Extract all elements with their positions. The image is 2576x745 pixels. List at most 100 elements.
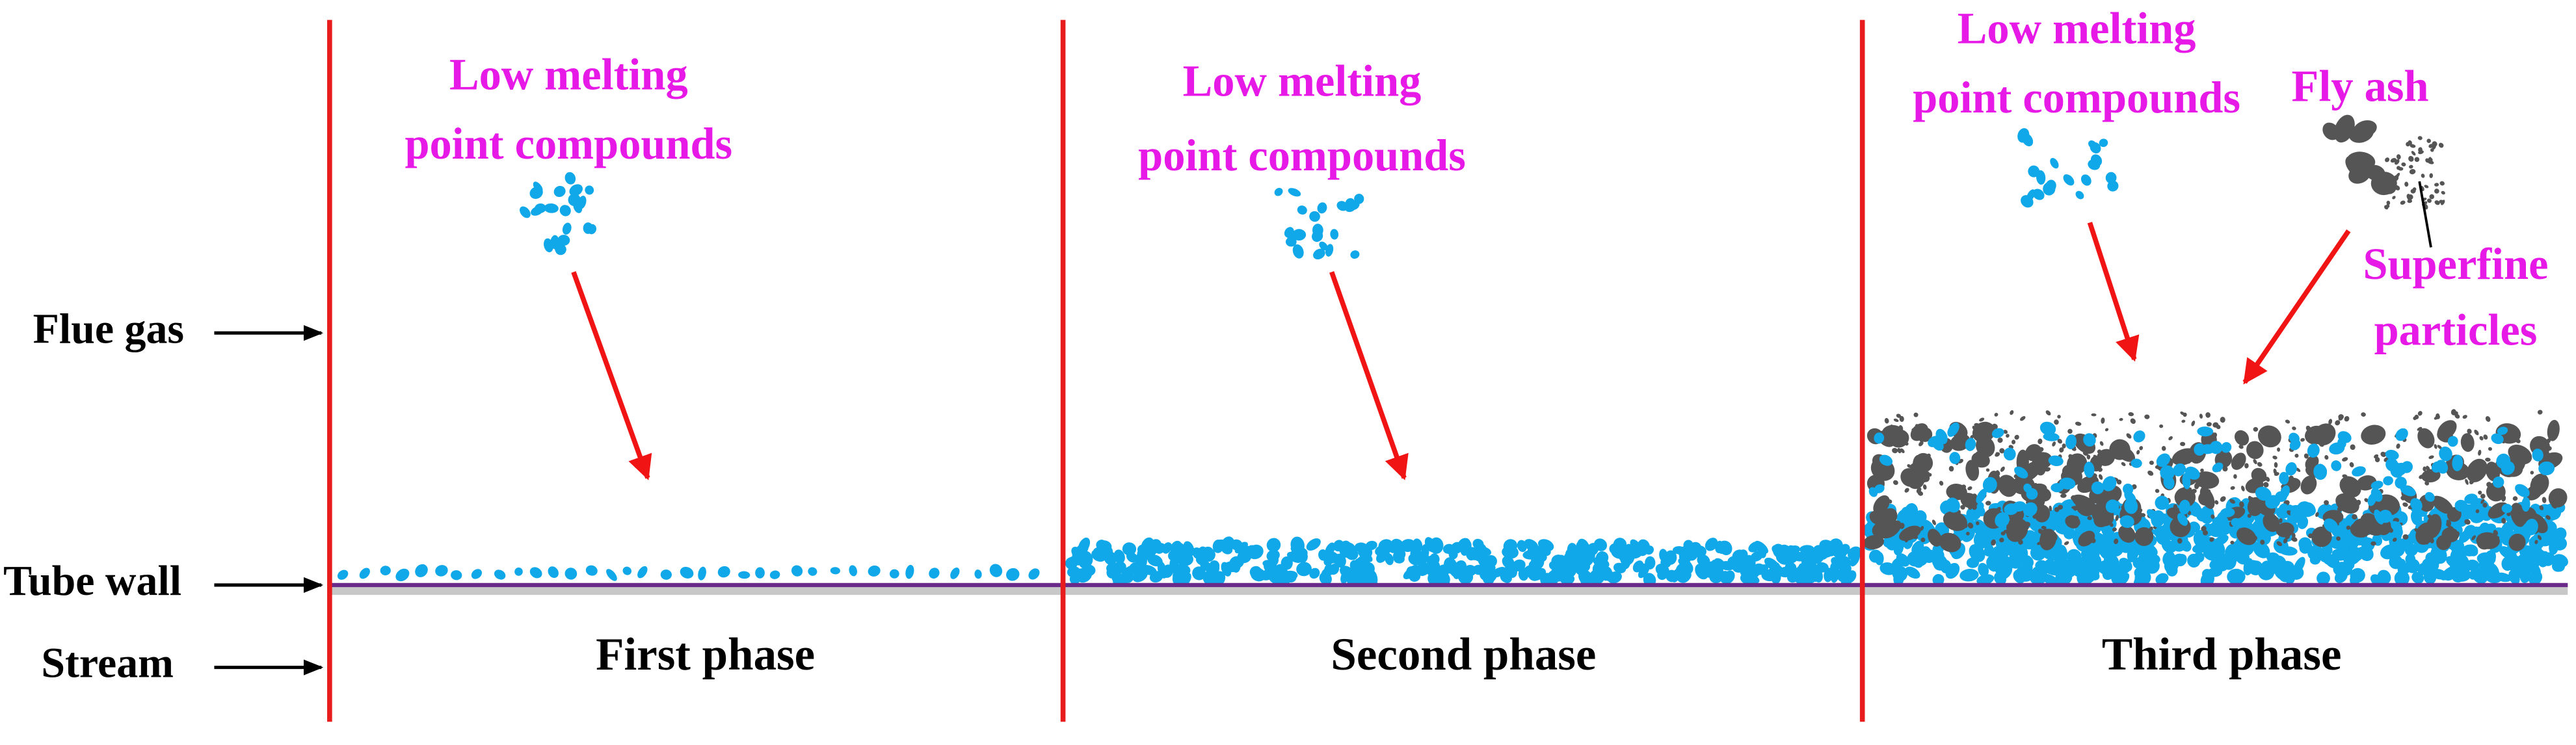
deposit bbox=[2185, 495, 2191, 501]
deposit bbox=[1785, 562, 1797, 574]
deposit bbox=[2442, 506, 2447, 511]
deposit bbox=[2188, 521, 2201, 533]
deposit bbox=[2115, 515, 2119, 521]
deposit bbox=[1912, 470, 1918, 476]
deposit bbox=[2266, 552, 2280, 563]
deposit bbox=[2105, 428, 2109, 432]
deposit bbox=[1915, 424, 1920, 430]
deposit bbox=[1368, 570, 1378, 587]
deposit bbox=[2463, 441, 2469, 447]
deposit bbox=[2410, 498, 2423, 512]
arrow bbox=[2087, 222, 2140, 362]
particle bbox=[2410, 144, 2416, 148]
deposit bbox=[2285, 462, 2297, 476]
deposit bbox=[1896, 413, 1902, 418]
deposit bbox=[2101, 417, 2105, 424]
deposit bbox=[680, 566, 694, 579]
deposit bbox=[1967, 486, 1972, 491]
deposit bbox=[738, 571, 750, 579]
deposit bbox=[2058, 504, 2064, 510]
deposit bbox=[2529, 570, 2543, 586]
deposit bbox=[1848, 546, 1862, 560]
deposit bbox=[2255, 530, 2271, 545]
deposit bbox=[2342, 457, 2348, 462]
deposit bbox=[1393, 554, 1405, 564]
deposit bbox=[1961, 492, 1967, 497]
deposit bbox=[2039, 529, 2056, 551]
deposit bbox=[2534, 540, 2538, 545]
deposit bbox=[2012, 439, 2016, 445]
deposit bbox=[2414, 528, 2419, 532]
deposit bbox=[1972, 493, 1977, 499]
deposit bbox=[2099, 509, 2105, 515]
deposit bbox=[1102, 546, 1113, 558]
deposit bbox=[2260, 540, 2265, 545]
particle bbox=[2080, 174, 2091, 186]
deposit bbox=[1910, 423, 1928, 441]
deposit bbox=[1887, 529, 1894, 534]
deposit bbox=[2516, 438, 2521, 443]
deposit bbox=[2131, 458, 2142, 468]
deposit bbox=[2317, 571, 2330, 585]
deposit bbox=[1920, 537, 1926, 543]
deposit bbox=[2321, 544, 2333, 556]
deposit bbox=[1538, 544, 1551, 556]
side-label: Stream bbox=[41, 640, 174, 687]
deposit bbox=[1932, 519, 1936, 525]
deposit bbox=[1913, 412, 1919, 417]
deposits bbox=[337, 114, 2568, 588]
deposit bbox=[2214, 500, 2219, 505]
deposit bbox=[950, 568, 960, 579]
deposit bbox=[2086, 454, 2091, 460]
deposit bbox=[2492, 477, 2504, 488]
deposit bbox=[2315, 512, 2319, 517]
deposit bbox=[1168, 549, 1180, 561]
deposit bbox=[2361, 537, 2375, 551]
deposit bbox=[2266, 510, 2272, 515]
deposit bbox=[2139, 446, 2144, 451]
deposit bbox=[1892, 442, 1898, 446]
particle bbox=[2099, 138, 2108, 148]
deposit bbox=[1988, 525, 2004, 540]
deposit bbox=[1735, 549, 1748, 565]
deposit bbox=[2199, 486, 2215, 509]
deposit bbox=[2212, 422, 2219, 428]
deposit bbox=[2071, 506, 2078, 509]
deposit bbox=[2119, 557, 2132, 571]
deposit bbox=[2485, 458, 2491, 462]
deposit bbox=[1560, 573, 1569, 584]
deposit bbox=[1334, 553, 1346, 568]
deposit bbox=[2417, 411, 2423, 416]
deposit bbox=[1028, 568, 1040, 580]
deposit bbox=[2116, 451, 2121, 456]
deposit bbox=[451, 570, 462, 581]
deposit bbox=[2305, 425, 2311, 432]
deposit bbox=[2149, 526, 2153, 532]
deposit bbox=[529, 567, 542, 579]
particle bbox=[2438, 142, 2444, 148]
deposit bbox=[1816, 544, 1834, 558]
deposit bbox=[2542, 477, 2547, 482]
deposit bbox=[1972, 462, 1976, 468]
deposit bbox=[1999, 448, 2005, 454]
deposit bbox=[2350, 573, 2361, 586]
deposit bbox=[2161, 446, 2166, 451]
particle bbox=[2439, 181, 2445, 186]
deposit bbox=[2214, 534, 2229, 546]
deposit bbox=[2480, 493, 2486, 499]
particle bbox=[2404, 181, 2409, 187]
deposit bbox=[2436, 415, 2440, 419]
deposit bbox=[2508, 533, 2526, 551]
deposit bbox=[2247, 497, 2263, 516]
deposit bbox=[359, 568, 370, 579]
particle bbox=[564, 172, 576, 185]
deposit bbox=[1976, 574, 1995, 585]
deposit bbox=[2512, 496, 2518, 501]
deposit bbox=[1408, 553, 1422, 566]
deposit bbox=[2436, 460, 2449, 474]
deposit bbox=[2237, 527, 2257, 545]
deposit bbox=[1877, 467, 1882, 472]
deposit bbox=[2397, 558, 2408, 578]
deposit bbox=[1984, 543, 1994, 556]
